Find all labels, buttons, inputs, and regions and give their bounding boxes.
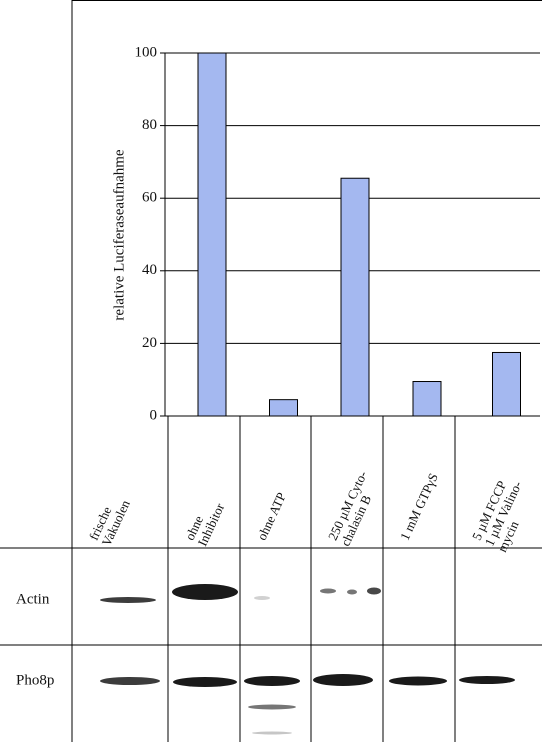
y-tick-label: 80 xyxy=(142,117,157,133)
bar xyxy=(270,400,298,416)
y-axis-label: relative Luciferaseaufnahme xyxy=(111,149,127,320)
y-tick-label: 60 xyxy=(142,190,157,206)
y-tick-label: 40 xyxy=(142,262,157,278)
y-tick-label: 100 xyxy=(135,44,158,60)
bar xyxy=(413,382,441,416)
blot-row-label: Actin xyxy=(16,591,50,607)
y-tick-label: 20 xyxy=(142,335,157,351)
bar xyxy=(198,53,226,416)
background xyxy=(0,0,542,742)
blot-row-label: Pho8p xyxy=(16,672,54,688)
bar xyxy=(341,178,369,416)
figure: relative Luciferaseaufnahme 0 20 40 60 80 100… xyxy=(0,0,542,742)
bar xyxy=(493,352,521,416)
y-tick-label: 0 xyxy=(150,407,158,423)
